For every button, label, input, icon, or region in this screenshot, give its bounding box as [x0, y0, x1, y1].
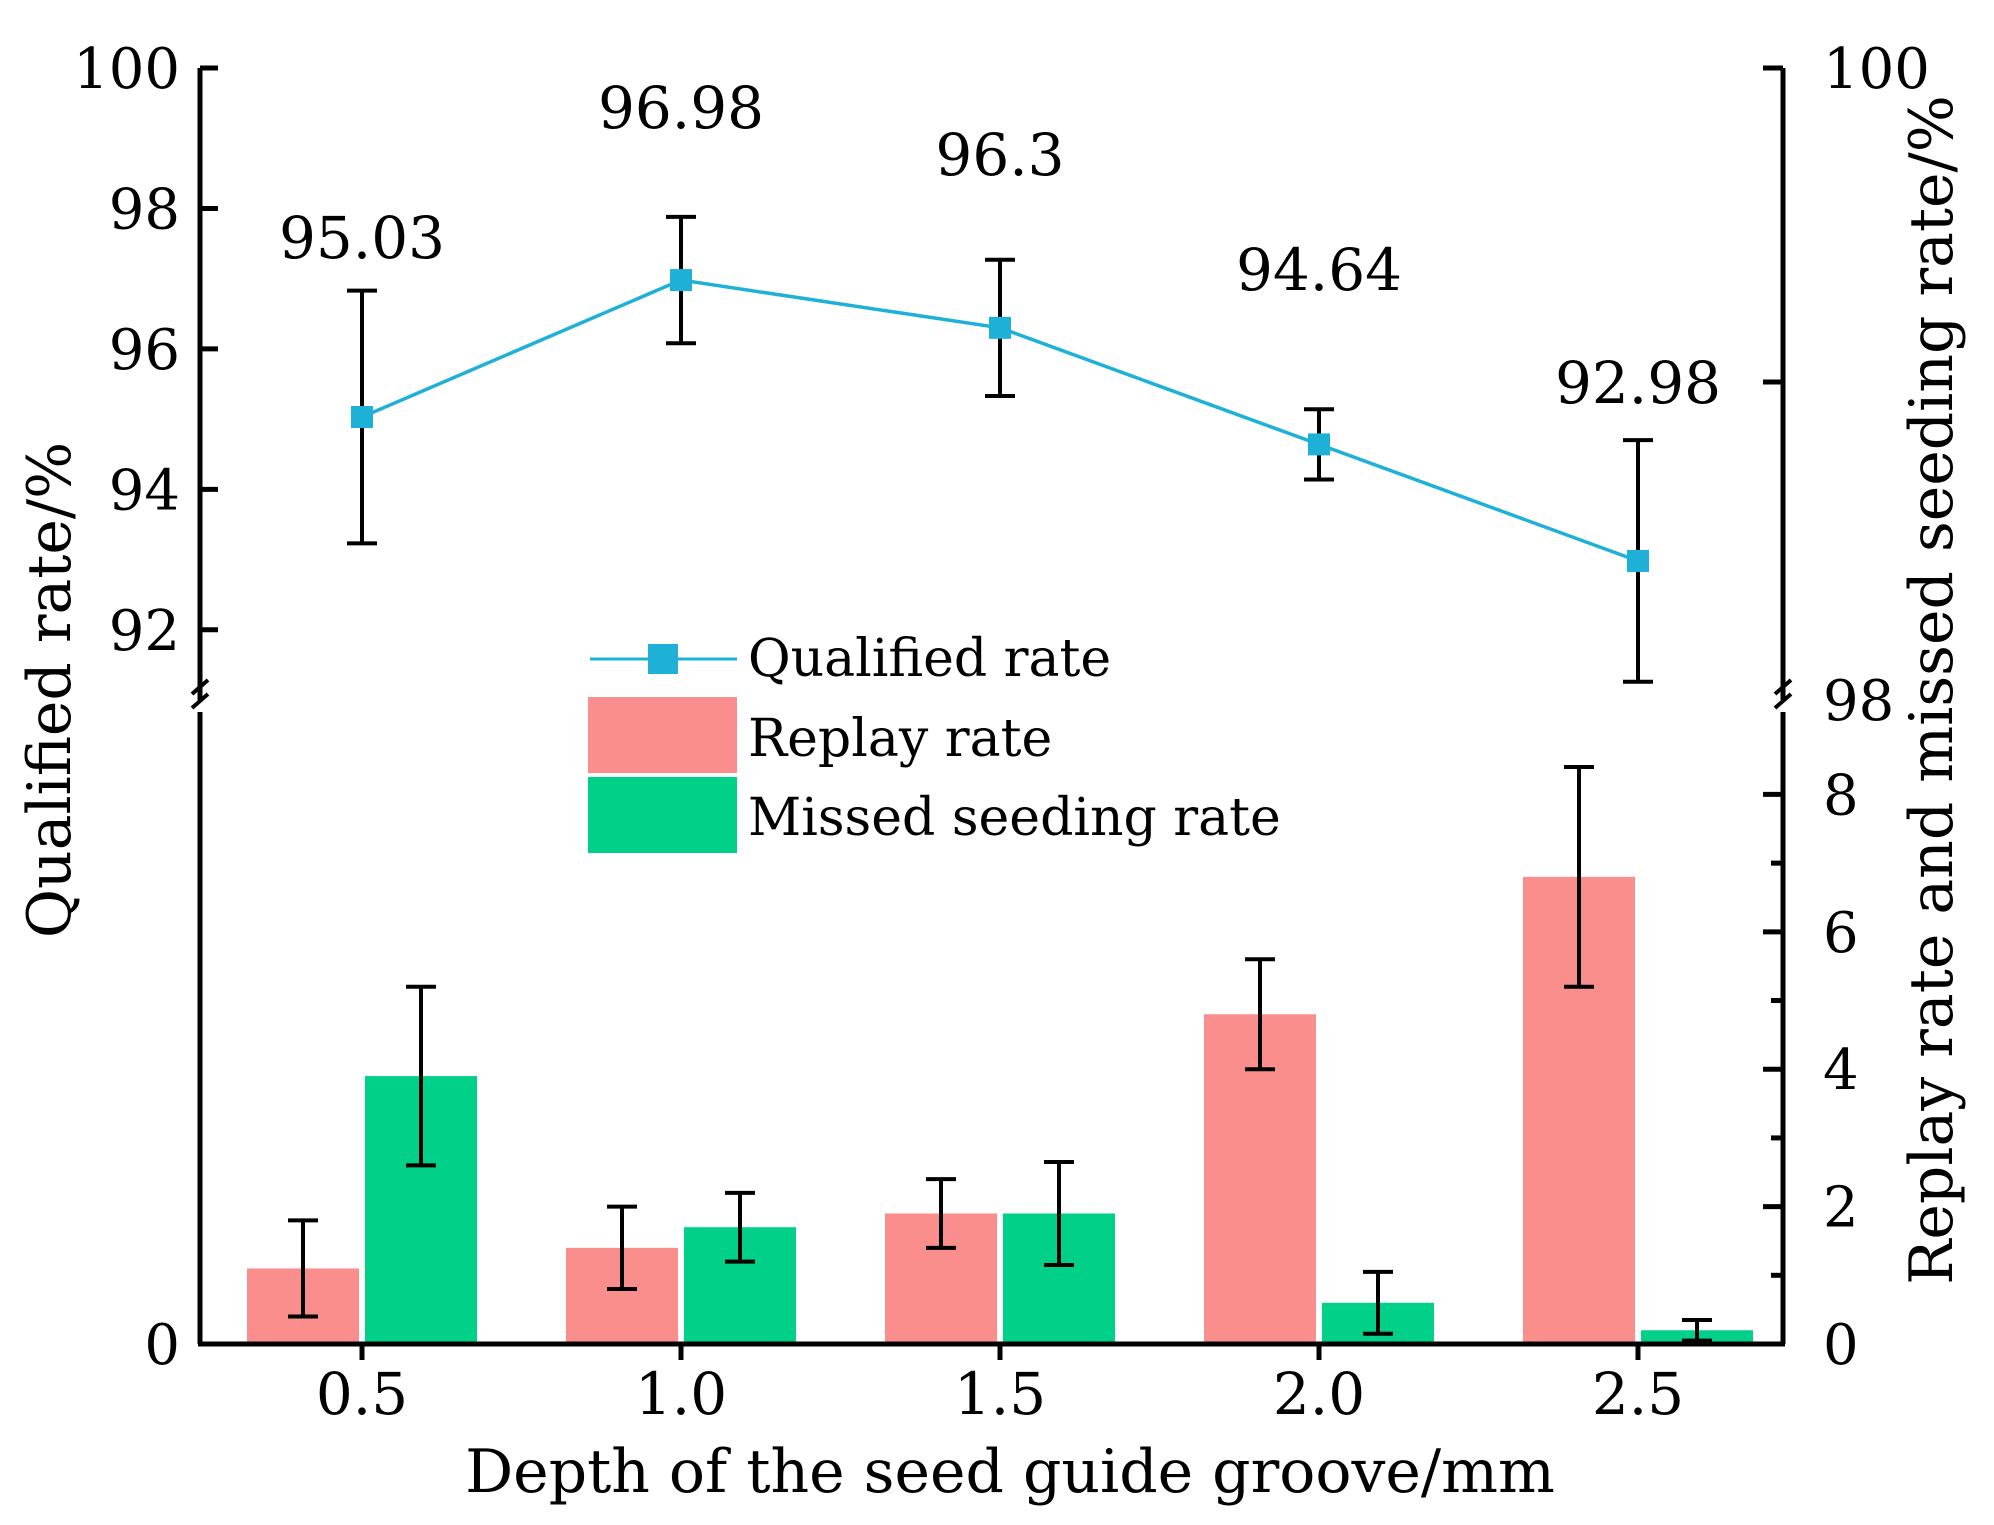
right-lower-tick-label-1: 2 — [1823, 1176, 1859, 1241]
line-marker-0 — [351, 406, 373, 429]
x-tick-label-2: 1.5 — [954, 1360, 1046, 1428]
legend-replay-label: Replay rate — [748, 709, 1052, 769]
left-upper-tick-label-0: 92 — [109, 599, 180, 664]
right-lower-tick-label-3: 6 — [1823, 901, 1859, 966]
data-label-1: 96.98 — [598, 74, 764, 142]
bar-error-missed-2 — [1044, 1159, 1074, 1267]
bar-error-missed-4 — [1682, 1317, 1712, 1343]
left-upper-tick-label-4: 100 — [73, 37, 180, 102]
right-upper-tick-label-top: 100 — [1823, 37, 1930, 102]
legend-qualified-label: Qualified rate — [748, 629, 1111, 689]
bar-error-missed-1 — [725, 1190, 755, 1264]
x-axis-label: Depth of the seed guide groove/mm — [465, 1437, 1555, 1507]
right-lower-tick-label-2: 4 — [1823, 1038, 1859, 1103]
data-label-4: 92.98 — [1555, 349, 1721, 417]
data-label-0: 95.03 — [279, 204, 445, 272]
data-label-2: 96.3 — [935, 121, 1064, 189]
legend-replay-swatch — [588, 697, 737, 773]
legend-missed-label: Missed seeding rate — [748, 788, 1281, 848]
bar-error-replay-1 — [607, 1204, 637, 1292]
axis-break-right-2 — [1773, 692, 1793, 710]
line-marker-2 — [989, 316, 1011, 339]
right-lower-tick-label-4: 8 — [1823, 763, 1859, 828]
left-lower-tick-label-0: 0 — [144, 1313, 180, 1378]
left-upper-tick-label-2: 96 — [109, 318, 180, 383]
legend-qualified-marker — [648, 644, 678, 674]
data-label-3: 94.64 — [1236, 236, 1402, 304]
left-upper-tick-label-3: 98 — [109, 177, 180, 242]
right-upper-tick-label-bottom: 98 — [1823, 669, 1894, 734]
left-upper-tick-label-1: 94 — [109, 458, 180, 523]
bar-error-replay-2 — [926, 1177, 956, 1250]
y-axis-label-right: Replay rate and missed seeding rate/% — [1897, 95, 1967, 1285]
x-tick-label-0: 0.5 — [316, 1360, 408, 1428]
axis-break-left-2 — [190, 692, 210, 710]
legend-missed-swatch — [588, 777, 737, 853]
x-tick-label-1: 1.0 — [635, 1360, 727, 1428]
right-lower-tick-label-0: 0 — [1823, 1313, 1859, 1378]
line-marker-3 — [1308, 433, 1330, 456]
bar-error-replay-4 — [1564, 764, 1594, 989]
bar-error-replay-3 — [1245, 957, 1275, 1072]
bars-layer — [247, 764, 1753, 1344]
axis-break-left-1 — [190, 678, 210, 696]
bar-error-missed-0 — [406, 984, 436, 1168]
axis-break-right-1 — [1773, 678, 1793, 696]
x-tick-label-4: 2.5 — [1592, 1360, 1684, 1428]
bar-error-missed-3 — [1363, 1269, 1393, 1336]
x-tick-label-3: 2.0 — [1273, 1360, 1365, 1428]
legend: Qualified rate Replay rate Missed seedin… — [588, 629, 1281, 853]
line-marker-4 — [1627, 549, 1649, 572]
axes-layer: 92 94 96 98 100 0 100 98 0 2 4 6 8 0.5 1.0 1.5 2.0 2.5 — [73, 37, 1930, 1428]
line-marker-1 — [670, 269, 692, 292]
y-axis-label-left: Qualified rate/% — [15, 442, 85, 938]
line-layer — [347, 214, 1653, 684]
bar-error-replay-0 — [288, 1218, 318, 1319]
labels-layer: 95.03 96.98 96.3 94.64 92.98 — [279, 74, 1721, 417]
